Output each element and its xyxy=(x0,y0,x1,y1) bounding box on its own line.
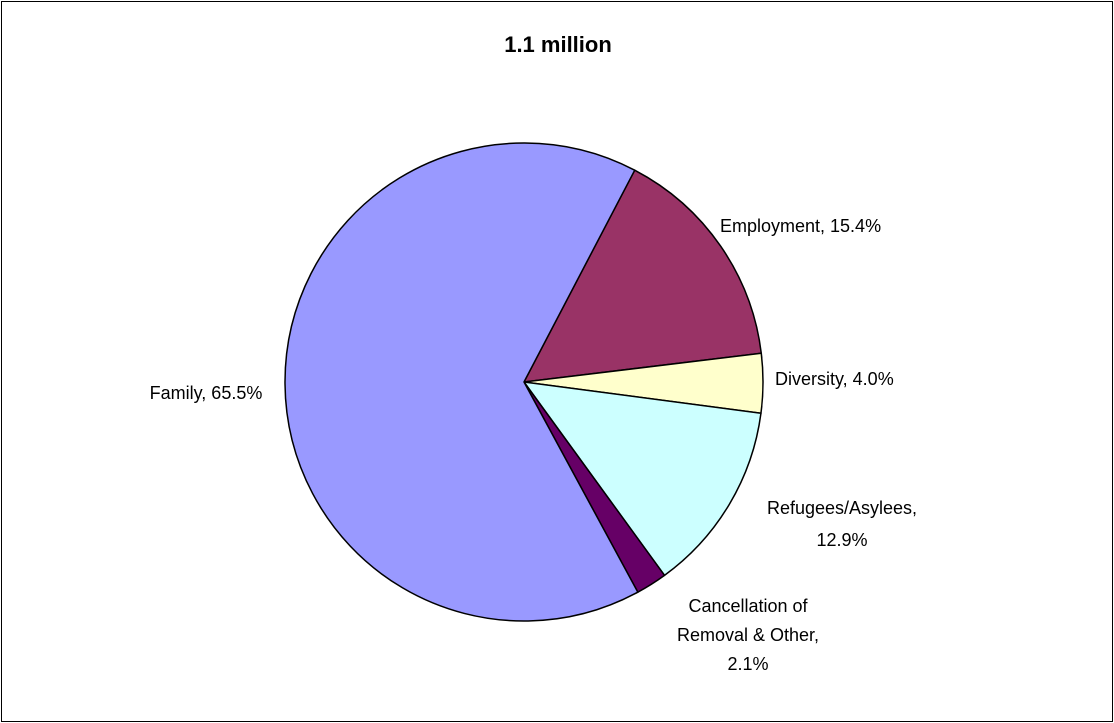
pie-slices xyxy=(284,142,764,622)
slice-labels: Employment, 15.4% Diversity, 4.0% Refugees… xyxy=(150,216,917,674)
chart-title: 1.1 million xyxy=(504,32,612,57)
data-label-diversity: Diversity, 4.0% xyxy=(775,369,894,389)
data-label-cancellation-of-removal-other: Cancellation of Removal & Other, 2.1% xyxy=(677,596,819,674)
pie-slice-refugees-asylees xyxy=(523,381,762,577)
data-label-employment: Employment, 15.4% xyxy=(720,216,881,236)
pie-slice-employment xyxy=(523,169,763,383)
data-label-refugees-asylees: Refugees/Asylees, 12.9% xyxy=(767,498,917,550)
data-label-family: Family, 65.5% xyxy=(150,383,263,403)
pie-slice-family xyxy=(284,142,639,622)
